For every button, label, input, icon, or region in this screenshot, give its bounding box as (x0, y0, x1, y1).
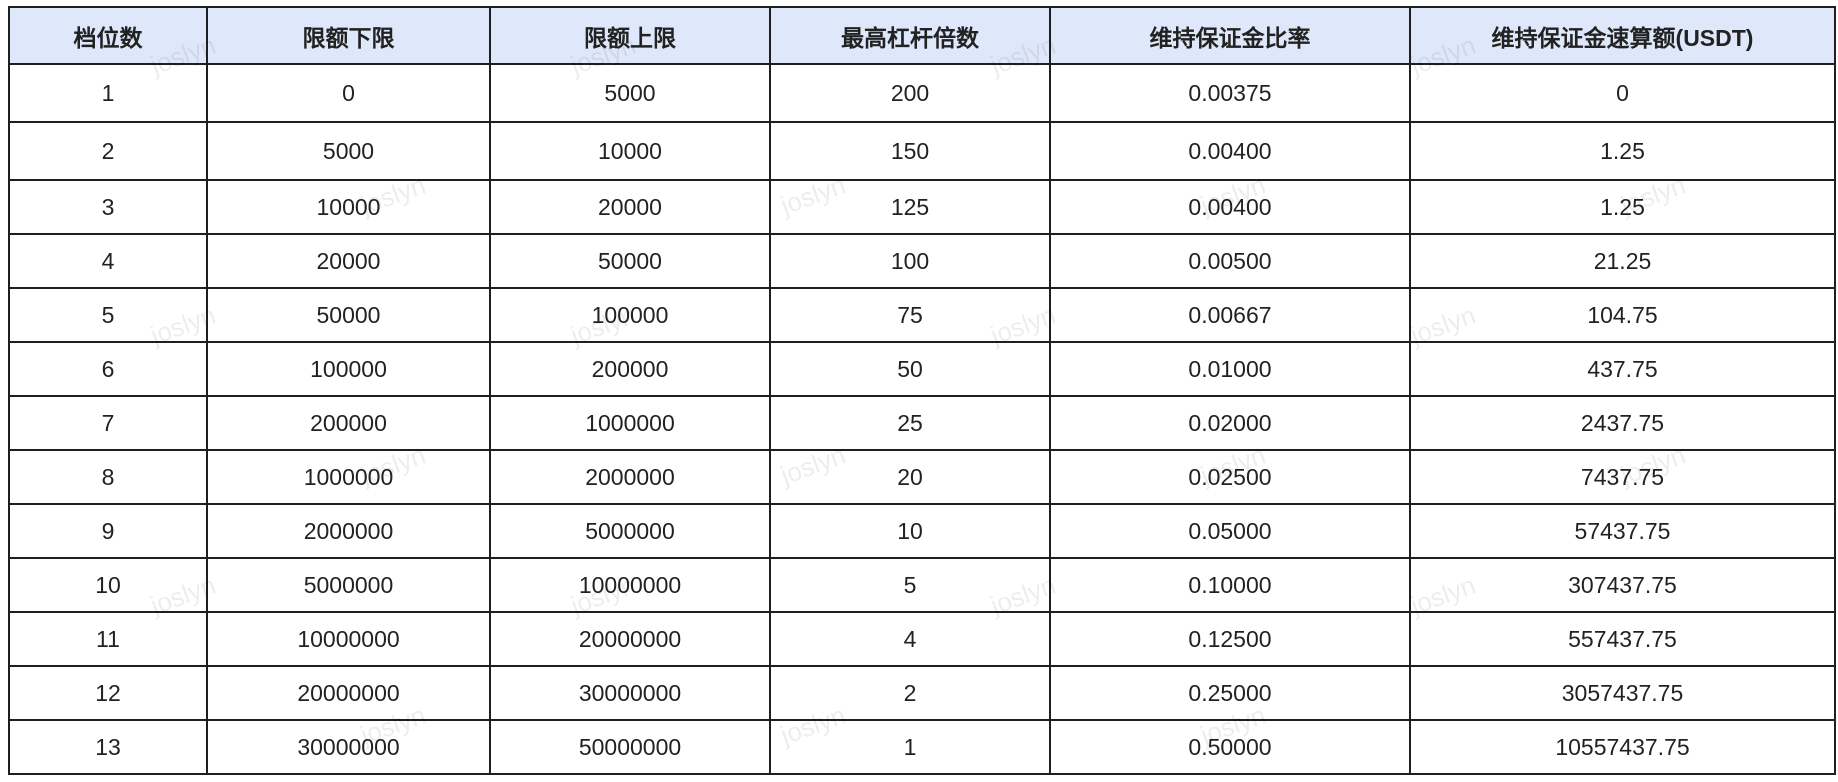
cell-lower-limit: 30000000 (206, 719, 491, 775)
cell-max-leverage: 10 (769, 503, 1051, 559)
cell-lower-limit: 5000 (206, 121, 491, 181)
cell-tier: 1 (8, 63, 208, 123)
cell-lower-limit: 20000000 (206, 665, 491, 721)
cell-upper-limit: 5000000 (489, 503, 771, 559)
cell-maintenance-amount: 7437.75 (1409, 449, 1836, 505)
table-row: 10 5000000 10000000 5 0.10000 307437.75 (8, 557, 1836, 613)
table-row: 11 10000000 20000000 4 0.12500 557437.75 (8, 611, 1836, 667)
cell-tier: 12 (8, 665, 208, 721)
cell-maintenance-amount: 557437.75 (1409, 611, 1836, 667)
cell-upper-limit: 30000000 (489, 665, 771, 721)
cell-lower-limit: 5000000 (206, 557, 491, 613)
table-row: 12 20000000 30000000 2 0.25000 3057437.75 (8, 665, 1836, 721)
cell-maintenance-amount: 2437.75 (1409, 395, 1836, 451)
cell-maintenance-margin-rate: 0.01000 (1049, 341, 1411, 397)
cell-lower-limit: 1000000 (206, 449, 491, 505)
cell-upper-limit: 10000 (489, 121, 771, 181)
cell-lower-limit: 50000 (206, 287, 491, 343)
cell-tier: 8 (8, 449, 208, 505)
cell-upper-limit: 20000000 (489, 611, 771, 667)
header-row: 档位数 限额下限 限额上限 最高杠杆倍数 维持保证金比率 维持保证金速算额(US… (8, 6, 1836, 65)
cell-max-leverage: 75 (769, 287, 1051, 343)
cell-max-leverage: 125 (769, 179, 1051, 235)
cell-upper-limit: 1000000 (489, 395, 771, 451)
table-row: 1 0 5000 200 0.00375 0 (8, 63, 1836, 123)
header-lower-limit: 限额下限 (206, 6, 491, 65)
table-row: 4 20000 50000 100 0.00500 21.25 (8, 233, 1836, 289)
cell-maintenance-margin-rate: 0.02000 (1049, 395, 1411, 451)
cell-max-leverage: 200 (769, 63, 1051, 123)
cell-maintenance-amount: 104.75 (1409, 287, 1836, 343)
cell-max-leverage: 20 (769, 449, 1051, 505)
table-row: 2 5000 10000 150 0.00400 1.25 (8, 121, 1836, 181)
cell-maintenance-amount: 3057437.75 (1409, 665, 1836, 721)
cell-maintenance-amount: 21.25 (1409, 233, 1836, 289)
header-maintenance-amount: 维持保证金速算额(USDT) (1409, 6, 1836, 65)
cell-upper-limit: 50000000 (489, 719, 771, 775)
cell-tier: 6 (8, 341, 208, 397)
cell-tier: 11 (8, 611, 208, 667)
cell-tier: 9 (8, 503, 208, 559)
cell-tier: 2 (8, 121, 208, 181)
cell-maintenance-margin-rate: 0.12500 (1049, 611, 1411, 667)
cell-upper-limit: 100000 (489, 287, 771, 343)
cell-tier: 13 (8, 719, 208, 775)
cell-maintenance-margin-rate: 0.25000 (1049, 665, 1411, 721)
table-row: 3 10000 20000 125 0.00400 1.25 (8, 179, 1836, 235)
table-row: 5 50000 100000 75 0.00667 104.75 (8, 287, 1836, 343)
cell-max-leverage: 5 (769, 557, 1051, 613)
cell-upper-limit: 50000 (489, 233, 771, 289)
cell-tier: 4 (8, 233, 208, 289)
cell-maintenance-margin-rate: 0.02500 (1049, 449, 1411, 505)
header-max-leverage: 最高杠杆倍数 (769, 6, 1051, 65)
cell-maintenance-amount: 57437.75 (1409, 503, 1836, 559)
cell-max-leverage: 4 (769, 611, 1051, 667)
cell-upper-limit: 10000000 (489, 557, 771, 613)
cell-lower-limit: 10000 (206, 179, 491, 235)
cell-max-leverage: 150 (769, 121, 1051, 181)
cell-maintenance-amount: 1.25 (1409, 179, 1836, 235)
cell-upper-limit: 2000000 (489, 449, 771, 505)
cell-max-leverage: 100 (769, 233, 1051, 289)
cell-maintenance-amount: 437.75 (1409, 341, 1836, 397)
cell-lower-limit: 10000000 (206, 611, 491, 667)
header-upper-limit: 限额上限 (489, 6, 771, 65)
cell-max-leverage: 25 (769, 395, 1051, 451)
cell-upper-limit: 200000 (489, 341, 771, 397)
cell-max-leverage: 1 (769, 719, 1051, 775)
cell-tier: 10 (8, 557, 208, 613)
cell-tier: 5 (8, 287, 208, 343)
cell-lower-limit: 100000 (206, 341, 491, 397)
cell-maintenance-margin-rate: 0.00375 (1049, 63, 1411, 123)
header-maintenance-margin-rate: 维持保证金比率 (1049, 6, 1411, 65)
table-row: 6 100000 200000 50 0.01000 437.75 (8, 341, 1836, 397)
cell-lower-limit: 0 (206, 63, 491, 123)
cell-maintenance-margin-rate: 0.00500 (1049, 233, 1411, 289)
cell-maintenance-margin-rate: 0.05000 (1049, 503, 1411, 559)
cell-maintenance-margin-rate: 0.00667 (1049, 287, 1411, 343)
cell-upper-limit: 20000 (489, 179, 771, 235)
cell-maintenance-margin-rate: 0.00400 (1049, 121, 1411, 181)
cell-max-leverage: 50 (769, 341, 1051, 397)
cell-lower-limit: 20000 (206, 233, 491, 289)
cell-lower-limit: 2000000 (206, 503, 491, 559)
cell-lower-limit: 200000 (206, 395, 491, 451)
table-row: 9 2000000 5000000 10 0.05000 57437.75 (8, 503, 1836, 559)
cell-maintenance-amount: 10557437.75 (1409, 719, 1836, 775)
cell-max-leverage: 2 (769, 665, 1051, 721)
cell-maintenance-margin-rate: 0.50000 (1049, 719, 1411, 775)
table-row: 7 200000 1000000 25 0.02000 2437.75 (8, 395, 1836, 451)
cell-maintenance-margin-rate: 0.00400 (1049, 179, 1411, 235)
cell-maintenance-margin-rate: 0.10000 (1049, 557, 1411, 613)
cell-upper-limit: 5000 (489, 63, 771, 123)
cell-tier: 7 (8, 395, 208, 451)
cell-maintenance-amount: 1.25 (1409, 121, 1836, 181)
cell-maintenance-amount: 0 (1409, 63, 1836, 123)
table-row: 8 1000000 2000000 20 0.02500 7437.75 (8, 449, 1836, 505)
header-tier: 档位数 (8, 6, 208, 65)
leverage-tier-table: 档位数 限额下限 限额上限 最高杠杆倍数 维持保证金比率 维持保证金速算额(US… (8, 6, 1836, 775)
cell-tier: 3 (8, 179, 208, 235)
cell-maintenance-amount: 307437.75 (1409, 557, 1836, 613)
table-row: 13 30000000 50000000 1 0.50000 10557437.75 (8, 719, 1836, 775)
